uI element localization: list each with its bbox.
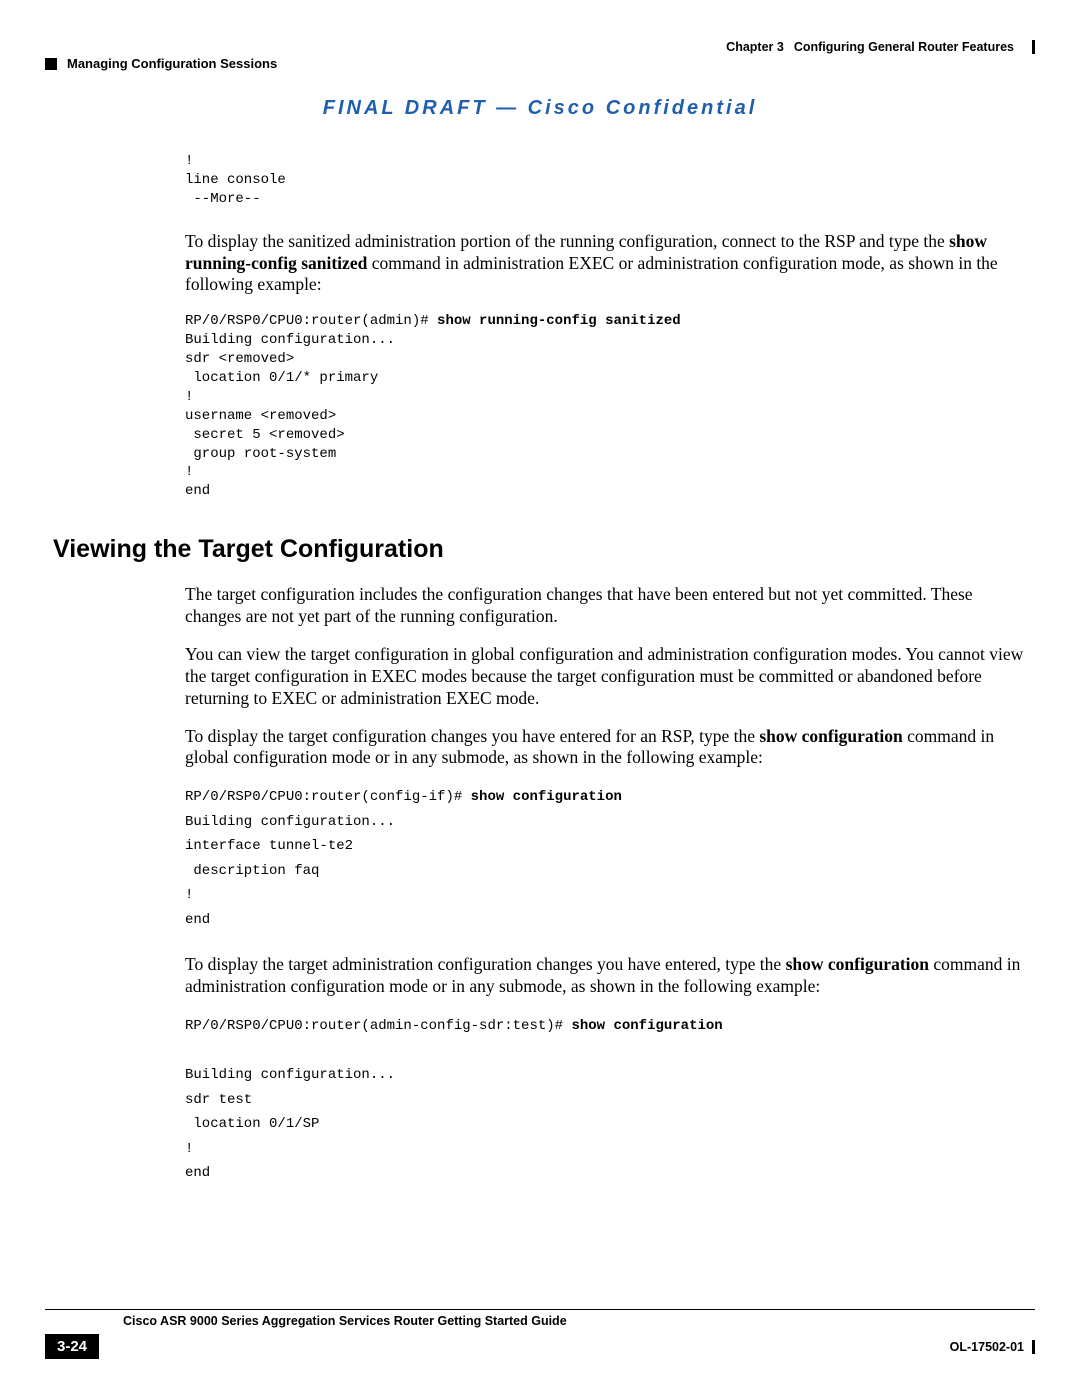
code-line: Building configuration... (185, 814, 395, 830)
content-area: ! line console --More-- To display the s… (45, 152, 1035, 501)
code-prompt: RP/0/RSP0/CPU0:router(admin)# (185, 313, 437, 329)
text: To display the target configuration chan… (185, 726, 759, 746)
code-line: secret 5 <removed> (185, 427, 345, 443)
code-line: end (185, 912, 210, 928)
code-line: ! (185, 1141, 193, 1157)
code-command: show running-config sanitized (437, 313, 681, 329)
code-block-4: RP/0/RSP0/CPU0:router(admin-config-sdr:t… (185, 1014, 1025, 1186)
code-line: ! (185, 389, 193, 405)
code-line: Building configuration... (185, 1067, 395, 1083)
code-line: ! (185, 153, 193, 169)
footer-guide-title: Cisco ASR 9000 Series Aggregation Servic… (45, 1314, 1035, 1328)
chapter-label: Chapter 3 (726, 40, 784, 54)
footer: Cisco ASR 9000 Series Aggregation Servic… (45, 1309, 1035, 1359)
code-prompt: RP/0/RSP0/CPU0:router(config-if)# (185, 789, 471, 805)
command-text: show configuration (759, 726, 902, 746)
header-section-row: Managing Configuration Sessions (45, 56, 1035, 71)
paragraph-2: The target configuration includes the co… (185, 584, 1025, 628)
code-line: sdr <removed> (185, 351, 294, 367)
header-square-icon (45, 58, 57, 70)
section-heading: Viewing the Target Configuration (45, 535, 1035, 564)
content-area-2: The target configuration includes the co… (45, 584, 1035, 1185)
text: To display the target administration con… (185, 954, 786, 974)
code-line: sdr test (185, 1092, 252, 1108)
section-name: Managing Configuration Sessions (67, 56, 277, 71)
code-line: Building configuration... (185, 332, 395, 348)
code-block-2: RP/0/RSP0/CPU0:router(admin)# show runni… (185, 312, 1025, 501)
code-line: group root-system (185, 446, 336, 462)
paragraph-5: To display the target administration con… (185, 954, 1025, 998)
draft-banner: FINAL DRAFT — Cisco Confidential (45, 97, 1035, 120)
code-line: end (185, 483, 210, 499)
code-line: interface tunnel-te2 (185, 838, 353, 854)
text: To display the sanitized administration … (185, 231, 949, 251)
code-block-1: ! line console --More-- (185, 152, 1025, 209)
code-command: show configuration (571, 1018, 722, 1034)
footer-row: 3-24 OL-17502-01 (45, 1334, 1035, 1359)
code-line: end (185, 1165, 210, 1181)
page: Chapter 3 Configuring General Router Fea… (0, 0, 1080, 1397)
chapter-title: Configuring General Router Features (794, 40, 1014, 54)
command-text: show configuration (786, 954, 929, 974)
code-line: line console (185, 172, 294, 188)
footer-bar-icon (1032, 1340, 1035, 1354)
paragraph-1: To display the sanitized administration … (185, 231, 1025, 297)
page-number: 3-24 (45, 1334, 99, 1359)
code-line: username <removed> (185, 408, 336, 424)
code-prompt: RP/0/RSP0/CPU0:router(admin-config-sdr:t… (185, 1018, 571, 1034)
code-line: location 0/1/SP (185, 1116, 319, 1132)
footer-rule (45, 1309, 1035, 1310)
header-chapter-row: Chapter 3 Configuring General Router Fea… (45, 40, 1035, 54)
header-left: Managing Configuration Sessions (45, 56, 277, 71)
code-line: location 0/1/* primary (185, 370, 378, 386)
code-line: ! (185, 887, 193, 903)
code-line: ! (185, 464, 193, 480)
doc-code-text: OL-17502-01 (950, 1340, 1024, 1354)
paragraph-4: To display the target configuration chan… (185, 726, 1025, 770)
footer-doc-code: OL-17502-01 (950, 1340, 1035, 1354)
paragraph-3: You can view the target configuration in… (185, 644, 1025, 710)
code-line: description faq (185, 863, 319, 879)
code-block-3: RP/0/RSP0/CPU0:router(config-if)# show c… (185, 785, 1025, 932)
code-command: show configuration (471, 789, 622, 805)
header-bar-icon (1032, 40, 1035, 54)
code-line: --More-- (185, 191, 261, 207)
